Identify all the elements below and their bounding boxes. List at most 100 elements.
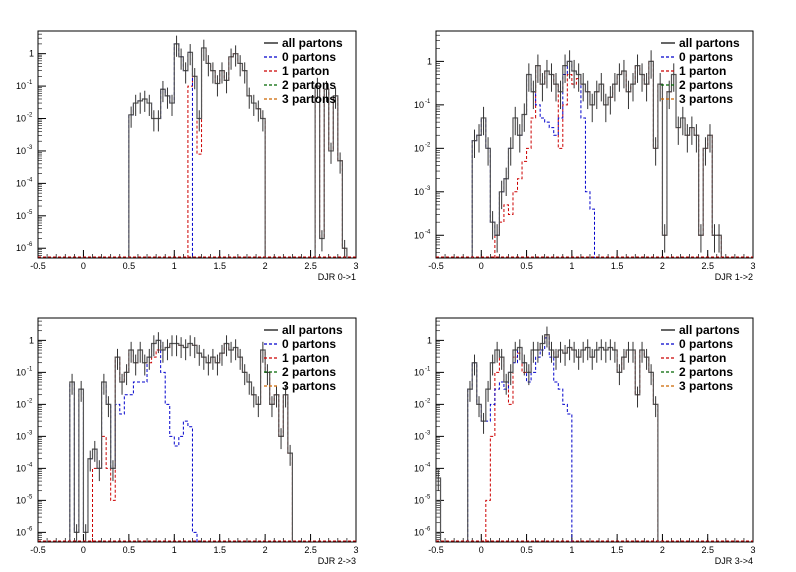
x-tick-label: 1.5 — [611, 545, 624, 555]
x-tick-label: 2 — [263, 545, 268, 555]
legend-entry: 2 partons — [282, 78, 336, 92]
legend-entry: 1 parton — [282, 64, 329, 78]
series-all-partons — [69, 339, 293, 542]
series-1-parton — [92, 342, 293, 542]
series-0-partons — [69, 339, 198, 542]
x-tick-label: 3 — [750, 545, 755, 555]
legend-entry: 2 partons — [679, 78, 733, 92]
y-tick-label: 10 — [16, 431, 26, 441]
legend-entry: all partons — [282, 323, 343, 337]
y-tick-exponent: -5 — [27, 494, 33, 500]
y-tick-label: 10 — [414, 463, 424, 473]
y-tick-label: 10 — [414, 100, 424, 110]
x-tick-label: 0.5 — [123, 261, 136, 271]
x-tick-label: 3 — [353, 545, 358, 555]
y-tick-exponent: -6 — [27, 526, 33, 532]
x-tick-label: 0.5 — [520, 545, 533, 555]
y-tick-label: 1 — [427, 56, 432, 66]
legend-entry: 3 partons — [679, 379, 733, 393]
y-tick-exponent: -3 — [425, 186, 431, 192]
y-tick-label: 10 — [16, 495, 26, 505]
x-tick-label: 0 — [81, 545, 86, 555]
legend-entry: all partons — [679, 323, 740, 337]
x-tick-label: 0 — [479, 261, 484, 271]
series-all-partons — [436, 334, 663, 542]
plot-area — [38, 332, 356, 542]
y-tick-label: 10 — [16, 527, 26, 537]
plot-frame — [37, 317, 357, 543]
x-tick-label: 2 — [660, 261, 665, 271]
y-tick-label: 10 — [414, 495, 424, 505]
y-tick-label: 1 — [29, 49, 34, 59]
x-axis-title: DJR 1->2 — [715, 272, 753, 282]
x-tick-label: 2.5 — [304, 261, 317, 271]
y-tick-label: 10 — [16, 211, 26, 221]
y-tick-label: 10 — [16, 463, 26, 473]
y-tick-label: 1 — [29, 335, 34, 345]
legend-entry: 1 parton — [679, 64, 726, 78]
x-tick-label: 0 — [81, 261, 86, 271]
plot-panel-4: -0.5 0 0.5 1 1.5 2 2.5 310-610-510-410-310 -210-… — [414, 317, 756, 566]
series-0-partons — [128, 43, 193, 258]
x-tick-label: 2.5 — [304, 545, 317, 555]
legend-entry: 2 partons — [679, 365, 733, 379]
legend-entry: all partons — [282, 36, 343, 50]
plot-area — [436, 326, 753, 542]
y-tick-label: 10 — [414, 143, 424, 153]
y-tick-exponent: -3 — [27, 430, 33, 436]
y-tick-label: 10 — [16, 243, 26, 253]
y-tick-label: 1 — [427, 335, 432, 345]
x-tick-label: -0.5 — [30, 545, 46, 555]
y-tick-exponent: -2 — [27, 398, 33, 404]
plot-panel-1: -0.5 0 0.5 1 1.5 2 2.5 310-610-510-410-310 -210-… — [16, 30, 359, 282]
y-tick-exponent: -3 — [27, 145, 33, 151]
x-tick-label: 3 — [353, 261, 358, 271]
plot-area — [38, 35, 356, 258]
y-tick-exponent: -3 — [425, 430, 431, 436]
y-tick-label: 10 — [16, 178, 26, 188]
x-tick-label: 0.5 — [520, 261, 533, 271]
plot-panel-3: -0.5 0 0.5 1 1.5 2 2.5 310-610-510-410-310 -210-… — [16, 317, 359, 566]
plot-frame — [37, 30, 357, 259]
y-tick-exponent: -6 — [425, 526, 431, 532]
legend-entry: 1 parton — [282, 351, 329, 365]
x-tick-label: 1.5 — [611, 261, 624, 271]
y-tick-exponent: -1 — [425, 99, 431, 105]
y-tick-exponent: -1 — [27, 366, 33, 372]
x-axis-title: DJR 2->3 — [318, 556, 356, 566]
legend-entry: 0 partons — [679, 50, 733, 64]
y-tick-exponent: -4 — [425, 462, 431, 468]
y-tick-label: 10 — [16, 399, 26, 409]
plot-frame — [435, 317, 754, 543]
legend-entry: 1 parton — [679, 351, 726, 365]
x-tick-label: 1 — [569, 545, 574, 555]
legend-entry: all partons — [679, 36, 740, 50]
legend-entry: 0 partons — [679, 337, 733, 351]
x-tick-label: 3 — [750, 261, 755, 271]
y-tick-label: 10 — [16, 81, 26, 91]
x-tick-label: 1 — [172, 545, 177, 555]
x-tick-label: 1.5 — [213, 261, 226, 271]
y-tick-label: 10 — [414, 230, 424, 240]
legend-entry: 3 partons — [282, 379, 336, 393]
series-1-parton — [485, 334, 663, 542]
legend-entry: 0 partons — [282, 50, 336, 64]
y-tick-label: 10 — [16, 146, 26, 156]
x-tick-label: 1.5 — [213, 545, 226, 555]
x-tick-label: 2 — [660, 545, 665, 555]
y-tick-exponent: -2 — [425, 398, 431, 404]
y-tick-exponent: -1 — [425, 366, 431, 372]
y-tick-exponent: -4 — [27, 177, 33, 183]
x-tick-label: -0.5 — [428, 545, 444, 555]
y-tick-exponent: -2 — [425, 142, 431, 148]
y-tick-label: 10 — [16, 114, 26, 124]
y-tick-exponent: -2 — [27, 113, 33, 119]
series-all-partons — [471, 60, 722, 258]
y-tick-label: 10 — [414, 527, 424, 537]
x-tick-label: 1 — [172, 261, 177, 271]
legend-entry: 2 partons — [282, 365, 336, 379]
y-tick-label: 10 — [414, 431, 424, 441]
y-tick-label: 10 — [414, 399, 424, 409]
